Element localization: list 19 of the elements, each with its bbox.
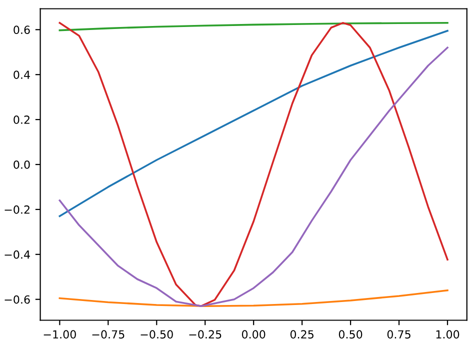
y-tick-label: 0.0 [14,160,30,169]
line-series [58,22,448,32]
x-tick-label: −0.50 [140,330,173,339]
y-tick-label: −0.6 [4,295,30,304]
x-tick-label: 0.75 [387,330,410,339]
x-tick-label: 0.50 [338,330,362,339]
y-tick-label: −0.2 [4,205,30,214]
x-tick-label: −0.75 [92,330,124,339]
line-series [58,30,448,218]
x-tick-label: 0.25 [290,330,314,339]
line-series [58,289,448,307]
x-tick-label: 1.00 [436,330,460,339]
x-tick-label: −0.25 [189,330,222,339]
x-tick-label: 0.00 [242,330,266,339]
y-tick-label: 0.2 [14,116,30,124]
y-tick-label: 0.6 [14,26,30,34]
y-tick-label: −0.4 [4,250,30,259]
x-tick-label: −1.00 [44,330,76,339]
y-tick-label: 0.4 [14,70,30,79]
